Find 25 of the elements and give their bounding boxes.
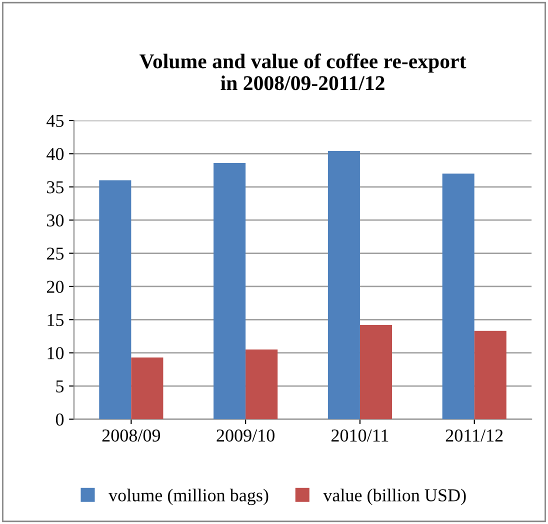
bar [131, 357, 164, 420]
y-tick-label: 15 [48, 314, 64, 326]
bar [214, 163, 246, 420]
bar [328, 151, 360, 420]
bar [246, 350, 278, 420]
bar [360, 324, 392, 420]
y-tick-label: 30 [47, 214, 64, 227]
y-tick-label: 45 [46, 114, 64, 127]
x-tick-label: 2009/10 [216, 429, 274, 442]
legend-label: value (billion USD) [323, 488, 466, 506]
y-tick-label: 0 [56, 413, 64, 426]
y-tick-label: 35 [47, 181, 64, 194]
y-tick-label: 20 [46, 280, 64, 293]
x-tick-label: 2008/09 [102, 429, 160, 442]
legend-label: volume (million bags) [108, 488, 268, 506]
y-tick-label: 10 [48, 347, 64, 360]
x-tick-label: 2010/11 [332, 429, 388, 442]
x-tick-label: 2011/12 [446, 429, 503, 442]
y-tick-label: 40 [46, 148, 64, 160]
y-tick-label: 5 [56, 380, 64, 392]
y-tick-label: 25 [46, 248, 64, 260]
bar [99, 180, 132, 420]
bar [474, 330, 506, 420]
bar [442, 174, 474, 420]
chart-title: Volume and value of coffee re-export in 2008/09-2011/12 [140, 54, 466, 90]
